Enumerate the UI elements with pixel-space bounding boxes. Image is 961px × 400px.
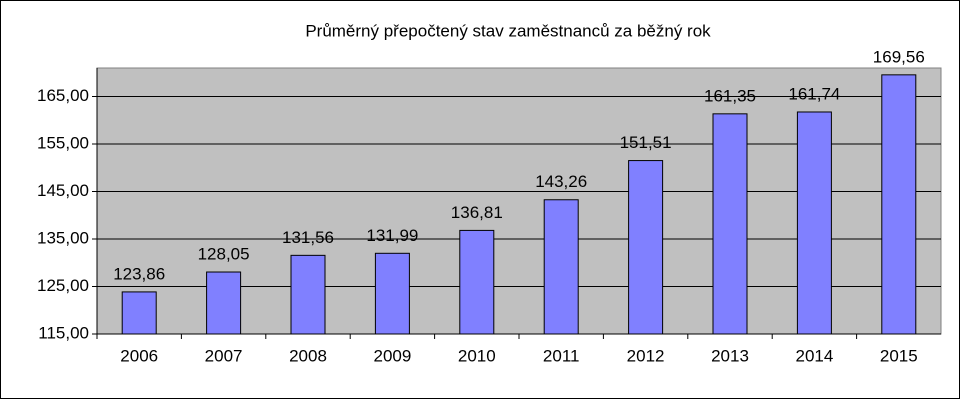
x-tick-label: 2014 [795,346,833,365]
value-label: 131,56 [282,228,334,247]
x-tick-label: 2006 [120,346,158,365]
value-label: 128,05 [198,244,250,263]
bar [796,111,832,335]
x-tick-label: 2015 [880,346,918,365]
x-tick-label: 2008 [289,346,327,365]
value-label: 123,86 [113,264,165,283]
y-tick-label: 135,00 [37,228,89,247]
x-tick-label: 2010 [458,346,496,365]
bar [543,199,579,335]
y-tick-label: 155,00 [37,133,89,152]
y-tick-label: 115,00 [38,323,89,342]
x-tick-label: 2012 [627,346,665,365]
bar [121,291,157,335]
bar [206,271,242,335]
x-tick-label: 2011 [543,346,580,365]
bar [628,160,664,335]
value-label: 161,35 [704,86,756,105]
chart-title: Průměrný přepočtený stav zaměstnanců za … [305,21,711,40]
bar [290,254,326,335]
x-tick-label: 2007 [205,346,243,365]
y-tick-label: 165,00 [37,86,89,105]
value-label: 169,56 [873,47,925,66]
value-label: 151,51 [620,133,672,152]
value-label: 136,81 [451,203,503,222]
bar [374,252,410,335]
bar [712,113,748,335]
y-tick-label: 125,00 [37,276,89,295]
x-tick-label: 2013 [711,346,749,365]
bar [459,229,495,335]
x-tick-label: 2009 [373,346,411,365]
y-tick-label: 145,00 [37,181,89,200]
value-label: 143,26 [535,172,587,191]
value-label: 131,99 [366,226,418,245]
bar [881,74,917,335]
value-label: 161,74 [788,84,840,103]
